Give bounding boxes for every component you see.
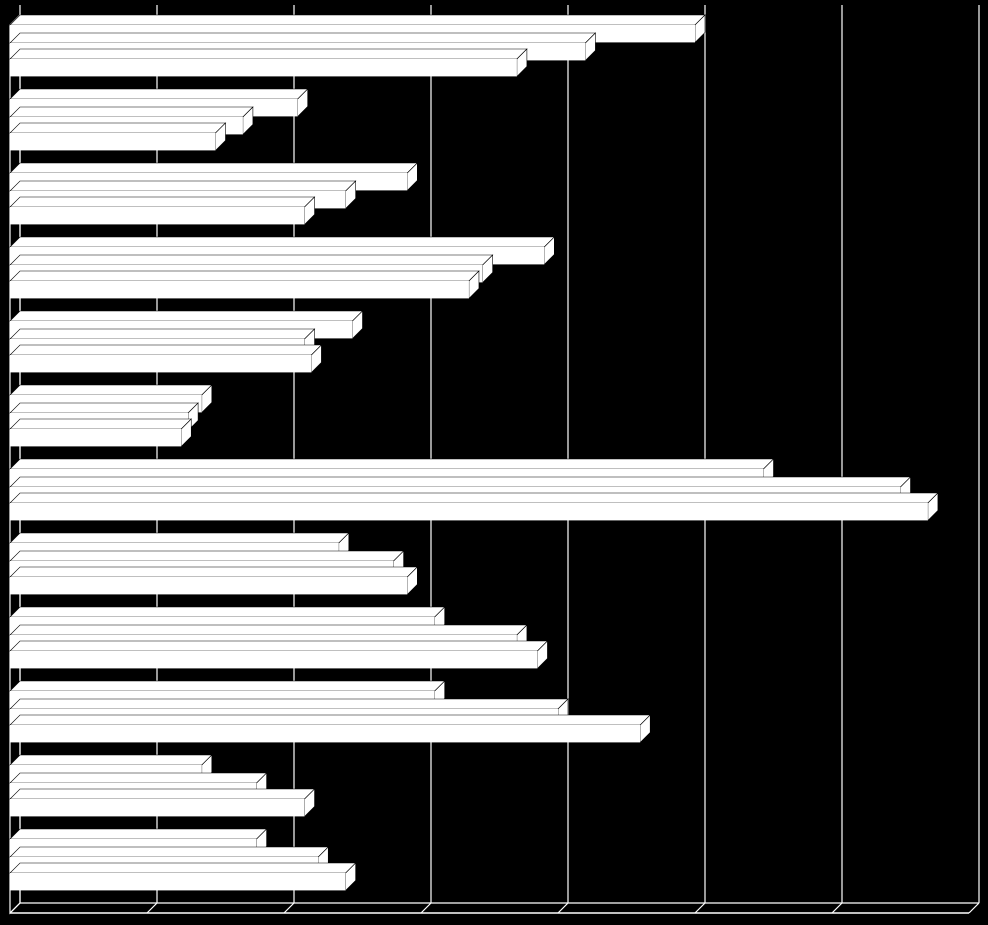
bar-top (9, 458, 775, 470)
bar-front (10, 503, 928, 521)
bar-top (9, 254, 494, 266)
bar-cat3-s3 (9, 196, 316, 226)
bar-top (9, 606, 446, 618)
bar-top (9, 476, 912, 488)
bar-cat10-s3 (9, 714, 651, 744)
bar-cat9-s3 (9, 640, 549, 670)
bar-cat7-s3 (9, 492, 939, 522)
bar-top (9, 846, 329, 858)
floor-tick-4 (557, 902, 569, 914)
bar-top (9, 32, 597, 44)
bars (9, 14, 939, 892)
bar-front (10, 281, 469, 299)
bar-front (10, 59, 517, 77)
gridlines (9, 5, 980, 914)
bar-front (10, 355, 312, 373)
bar-top (9, 344, 323, 356)
bar-top (9, 828, 268, 840)
bar-top (9, 714, 651, 726)
bar-cat6-s3 (9, 418, 192, 448)
bar-top (9, 492, 939, 504)
bar-top (9, 566, 419, 578)
bar-top (9, 384, 213, 396)
bar-front (10, 429, 182, 447)
bar-cat2-s3 (9, 122, 227, 152)
bar-cat11-s3 (9, 788, 316, 818)
floor-tick-6 (831, 902, 843, 914)
bar-top (9, 236, 556, 248)
floor-tick-7 (968, 902, 980, 914)
bar-top (9, 550, 405, 562)
bar-cat8-s3 (9, 566, 419, 596)
bar-top (9, 640, 549, 652)
bar-front (10, 725, 641, 743)
bar-top (9, 310, 364, 322)
bar-top (9, 88, 309, 100)
bar-top (9, 162, 419, 174)
bar-top (9, 270, 480, 282)
bar-top (9, 772, 268, 784)
floor-tick-1 (146, 902, 158, 914)
bar-top (9, 196, 316, 208)
bar-top (9, 180, 357, 192)
floor-tick-5 (694, 902, 706, 914)
bar-cat4-s3 (9, 270, 480, 300)
bar-top (9, 328, 316, 340)
bar-front (10, 873, 346, 891)
bar-top (9, 14, 706, 26)
bar-front (10, 133, 216, 151)
bar-top (9, 418, 192, 430)
bar-cat5-s3 (9, 344, 323, 374)
bar-cat12-s3 (9, 862, 357, 892)
bar-top (9, 532, 350, 544)
bar-top (9, 48, 528, 60)
bar-top (9, 106, 254, 118)
bar-top (9, 698, 569, 710)
floor-tick-0 (9, 902, 21, 914)
bar-front (10, 207, 305, 225)
bar-top (9, 788, 316, 800)
bar-top (9, 862, 357, 874)
bar-top (9, 624, 528, 636)
bar-top (9, 754, 213, 766)
bar-top (9, 680, 446, 692)
bar-front (10, 577, 408, 595)
floor-tick-3 (420, 902, 432, 914)
bar-top (9, 402, 199, 414)
bar-front (10, 799, 305, 817)
bar-cat1-s3 (9, 48, 528, 78)
bar-top (9, 122, 227, 134)
floor-tick-2 (283, 902, 295, 914)
bar-front (10, 651, 538, 669)
